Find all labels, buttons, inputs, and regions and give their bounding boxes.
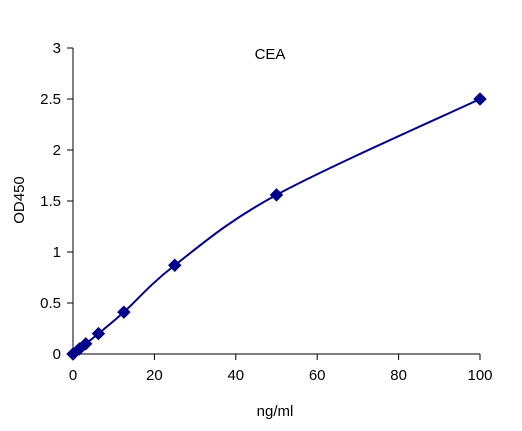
x-tick-label: 80 bbox=[390, 367, 407, 384]
x-ticks: 0 20 40 60 80 100 bbox=[69, 354, 493, 384]
x-axis-title: ng/ml bbox=[257, 403, 294, 420]
data-point bbox=[269, 188, 284, 202]
x-tick-label: 20 bbox=[146, 367, 163, 384]
data-point bbox=[79, 337, 93, 351]
y-tick-label: 0 bbox=[53, 346, 61, 363]
chart-title: CEA bbox=[255, 46, 286, 63]
y-tick-label: 2 bbox=[53, 142, 61, 159]
y-tick-label: 0.5 bbox=[40, 295, 61, 312]
y-tick-label: 1 bbox=[53, 244, 61, 261]
x-tick-label: 100 bbox=[467, 367, 492, 384]
data-point bbox=[117, 305, 131, 319]
y-tick-label: 1.5 bbox=[40, 193, 61, 210]
data-point bbox=[91, 326, 106, 341]
y-tick-label: 2.5 bbox=[40, 91, 61, 108]
x-tick-label: 60 bbox=[309, 367, 326, 384]
y-tick-label: 3 bbox=[53, 40, 61, 57]
y-ticks: 0 0.5 1 1.5 2 2.5 3 bbox=[40, 40, 73, 363]
data-points bbox=[66, 92, 487, 361]
data-point bbox=[168, 258, 182, 272]
x-tick-label: 40 bbox=[227, 367, 244, 384]
data-point bbox=[473, 92, 487, 106]
fit-curve bbox=[72, 98, 481, 355]
x-tick-label: 0 bbox=[69, 367, 77, 384]
y-axis-title: OD450 bbox=[11, 176, 28, 224]
